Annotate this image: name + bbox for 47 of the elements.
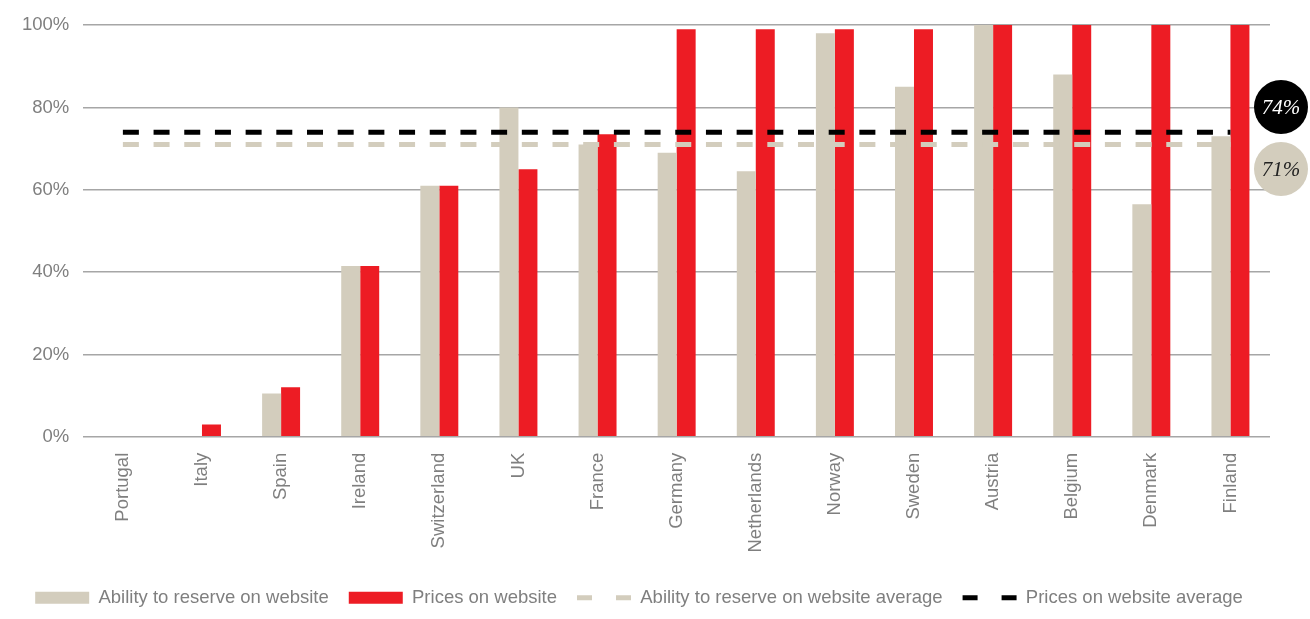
- bar: [420, 185, 440, 436]
- x-tick-label: Finland: [1218, 452, 1240, 514]
- y-tick-label: 20%: [32, 342, 70, 364]
- bar: [914, 29, 933, 436]
- y-tick-label: 40%: [32, 260, 70, 282]
- x-tick-label: Italy: [190, 452, 212, 487]
- bar: [518, 169, 538, 436]
- x-tick-label: UK: [506, 452, 528, 479]
- bar: [657, 152, 677, 436]
- y-tick-label: 100%: [21, 13, 70, 35]
- bar: [1132, 204, 1152, 436]
- y-tick-label: 60%: [32, 177, 70, 199]
- x-tick-label: Norway: [822, 452, 844, 516]
- bar: [341, 265, 361, 436]
- x-tick-label: Portugal: [110, 452, 132, 522]
- y-tick-label: 0%: [42, 424, 70, 446]
- annotation: 71%: [1254, 142, 1308, 197]
- bar: [993, 25, 1013, 436]
- x-tick-label: Sweden: [902, 452, 924, 520]
- bar: [1230, 25, 1250, 436]
- bar: [1072, 25, 1092, 436]
- bar: [360, 265, 380, 436]
- x-tick-label: France: [585, 452, 607, 511]
- bar: [676, 29, 696, 436]
- legend-label: Ability to reserve on website average: [640, 585, 943, 607]
- legend-label: Prices on website: [412, 585, 558, 607]
- bar: [439, 185, 459, 436]
- bar: [281, 387, 301, 436]
- x-tick-label: Ireland: [348, 452, 370, 510]
- x-tick-label: Switzerland: [427, 452, 449, 549]
- bar: [597, 134, 617, 436]
- legend-label: Ability to reserve on website: [98, 585, 329, 607]
- bar: [262, 393, 282, 436]
- x-tick-label: Belgium: [1060, 452, 1082, 520]
- bar: [834, 29, 854, 436]
- x-tick-label: Germany: [664, 452, 686, 529]
- x-tick-label: Spain: [269, 452, 291, 501]
- legend-label: Prices on website average: [1025, 585, 1243, 607]
- x-tick-label: Netherlands: [743, 452, 765, 553]
- bar: [201, 424, 221, 436]
- x-tick-label: Austria: [981, 452, 1003, 511]
- annotation: 74%: [1254, 80, 1308, 135]
- y-tick-label: 80%: [32, 95, 70, 117]
- bar: [1151, 25, 1171, 436]
- bar: [736, 171, 756, 436]
- x-tick-label: Denmark: [1139, 452, 1161, 528]
- bar: [755, 29, 775, 436]
